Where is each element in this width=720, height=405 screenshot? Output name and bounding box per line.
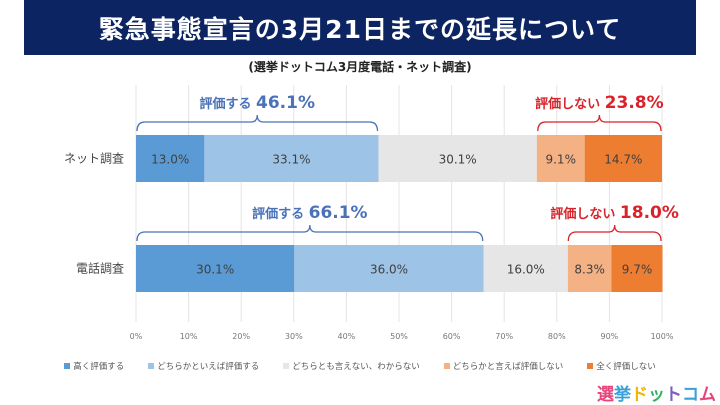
legend-label: どちらかといえば評価する (157, 362, 260, 372)
annotation-text: 評価しない (550, 206, 620, 222)
legend-swatch (587, 363, 594, 369)
category-label: ネット調査 (64, 152, 124, 166)
x-tick-label: 90% (601, 332, 619, 341)
data-label: 36.0% (370, 263, 408, 277)
annotation-label: 評価しない 18.0% (550, 203, 679, 223)
annotation-brace (136, 114, 379, 132)
bar-segment (483, 245, 568, 292)
category-label: 電話調査 (76, 261, 124, 276)
x-tick-label: 70% (495, 332, 513, 341)
page-title: 緊急事態宣言の3月21日までの延長について (98, 14, 622, 44)
annotation-label: 評価する 46.1% (199, 93, 315, 113)
x-tick-label: 10% (180, 332, 198, 341)
chart-subtitle: (選挙ドットコム3月度電話・ネット調査) (248, 60, 472, 74)
data-label: 30.1% (439, 153, 477, 167)
annotation-value: 66.1% (309, 203, 368, 223)
annotation-brace (567, 224, 662, 242)
x-tick-label: 20% (232, 332, 250, 341)
legend-swatch (148, 363, 155, 369)
x-tick-label: 80% (548, 332, 566, 341)
legend-swatch (443, 363, 450, 369)
bar-segment (204, 135, 379, 182)
legend-swatch (64, 363, 71, 369)
annotation-value: 18.0% (620, 203, 679, 223)
logo-char: ド (631, 385, 648, 405)
x-tick-label: 60% (443, 332, 461, 341)
logo-char: ッ (648, 385, 665, 405)
legend-label: 高く評価する (73, 362, 125, 372)
data-label: 8.3% (574, 263, 605, 277)
logo-char: ト (665, 385, 682, 405)
data-label: 13.0% (151, 153, 189, 167)
x-tick-label: 100% (651, 332, 674, 341)
annotation-text: 評価しない (535, 96, 605, 112)
data-label: 16.0% (507, 263, 545, 277)
bar-segment (378, 135, 537, 182)
legend-item: どちらとも言えない、わからない (283, 360, 420, 372)
data-label: 9.1% (545, 153, 576, 167)
logo-char: ム (699, 385, 716, 405)
legend-swatch (283, 363, 290, 369)
annotation-label: 評価する 66.1% (252, 203, 368, 223)
legend-label: 全く評価しない (596, 362, 656, 372)
annotation-text: 評価する (252, 206, 309, 222)
annotation-brace (136, 224, 484, 242)
bar-segment (536, 135, 585, 182)
data-label: 9.7% (622, 263, 653, 277)
x-tick-label: 50% (390, 332, 408, 341)
data-label: 30.1% (196, 263, 234, 277)
chart-legend: 高く評価する どちらかといえば評価する どちらとも言えない、わからない どちらかと言え… (0, 360, 720, 372)
bar-segment (567, 245, 612, 292)
annotation-label: 評価しない 23.8% (535, 93, 664, 113)
bar-segment (136, 245, 295, 292)
x-tick-label: 30% (285, 332, 303, 341)
bar-segment (611, 245, 663, 292)
legend-label: どちらかと言えば評価しない (452, 362, 564, 372)
x-tick-label: 40% (338, 332, 356, 341)
legend-item: 高く評価する (64, 360, 124, 372)
data-label: 14.7% (604, 153, 642, 167)
bar-segment (294, 245, 484, 292)
logo-char: 選 (597, 385, 614, 405)
legend-item: どちらかと言えば評価しない (443, 360, 564, 372)
data-label: 33.1% (272, 153, 310, 167)
annotation-value: 23.8% (605, 93, 664, 113)
x-tick-label: 0% (130, 332, 143, 341)
legend-item: どちらかといえば評価する (148, 360, 259, 372)
legend-item: 全く評価しない (587, 360, 656, 372)
title-banner: 緊急事態宣言の3月21日までの延長について (24, 0, 696, 55)
senkyo-dotcom-logo: 選挙ドットコム (597, 380, 716, 405)
bar-segment (136, 135, 205, 182)
annotation-value: 46.1% (256, 93, 315, 113)
annotation-brace (537, 114, 662, 132)
logo-char: コ (682, 385, 699, 405)
legend-label: どちらとも言えない、わからない (292, 362, 420, 372)
annotation-text: 評価する (199, 96, 256, 112)
logo-char: 挙 (614, 385, 631, 405)
bar-segment (584, 135, 662, 182)
